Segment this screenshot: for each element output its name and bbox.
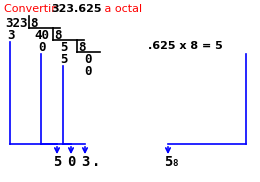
Text: 0: 0 bbox=[67, 155, 75, 169]
Text: 5: 5 bbox=[164, 155, 172, 169]
Text: 323.625: 323.625 bbox=[51, 4, 101, 14]
Text: 3: 3 bbox=[81, 155, 89, 169]
Text: 0: 0 bbox=[38, 41, 46, 54]
Text: 5: 5 bbox=[53, 155, 61, 169]
Text: 5: 5 bbox=[60, 53, 68, 66]
Text: Convertir: Convertir bbox=[4, 4, 59, 14]
Text: 40: 40 bbox=[34, 29, 49, 42]
Text: .: . bbox=[92, 155, 100, 169]
Text: 0: 0 bbox=[84, 65, 92, 78]
Text: a octal: a octal bbox=[101, 4, 142, 14]
Text: 8: 8 bbox=[30, 17, 37, 30]
Text: 323: 323 bbox=[5, 17, 28, 30]
Text: 8: 8 bbox=[54, 29, 62, 42]
Text: 8: 8 bbox=[172, 159, 177, 168]
Text: 8: 8 bbox=[78, 41, 86, 54]
Text: 5: 5 bbox=[60, 41, 68, 54]
Text: 0: 0 bbox=[84, 53, 92, 66]
Text: 3: 3 bbox=[7, 29, 15, 42]
Text: .625 x 8 = 5: .625 x 8 = 5 bbox=[148, 41, 223, 51]
